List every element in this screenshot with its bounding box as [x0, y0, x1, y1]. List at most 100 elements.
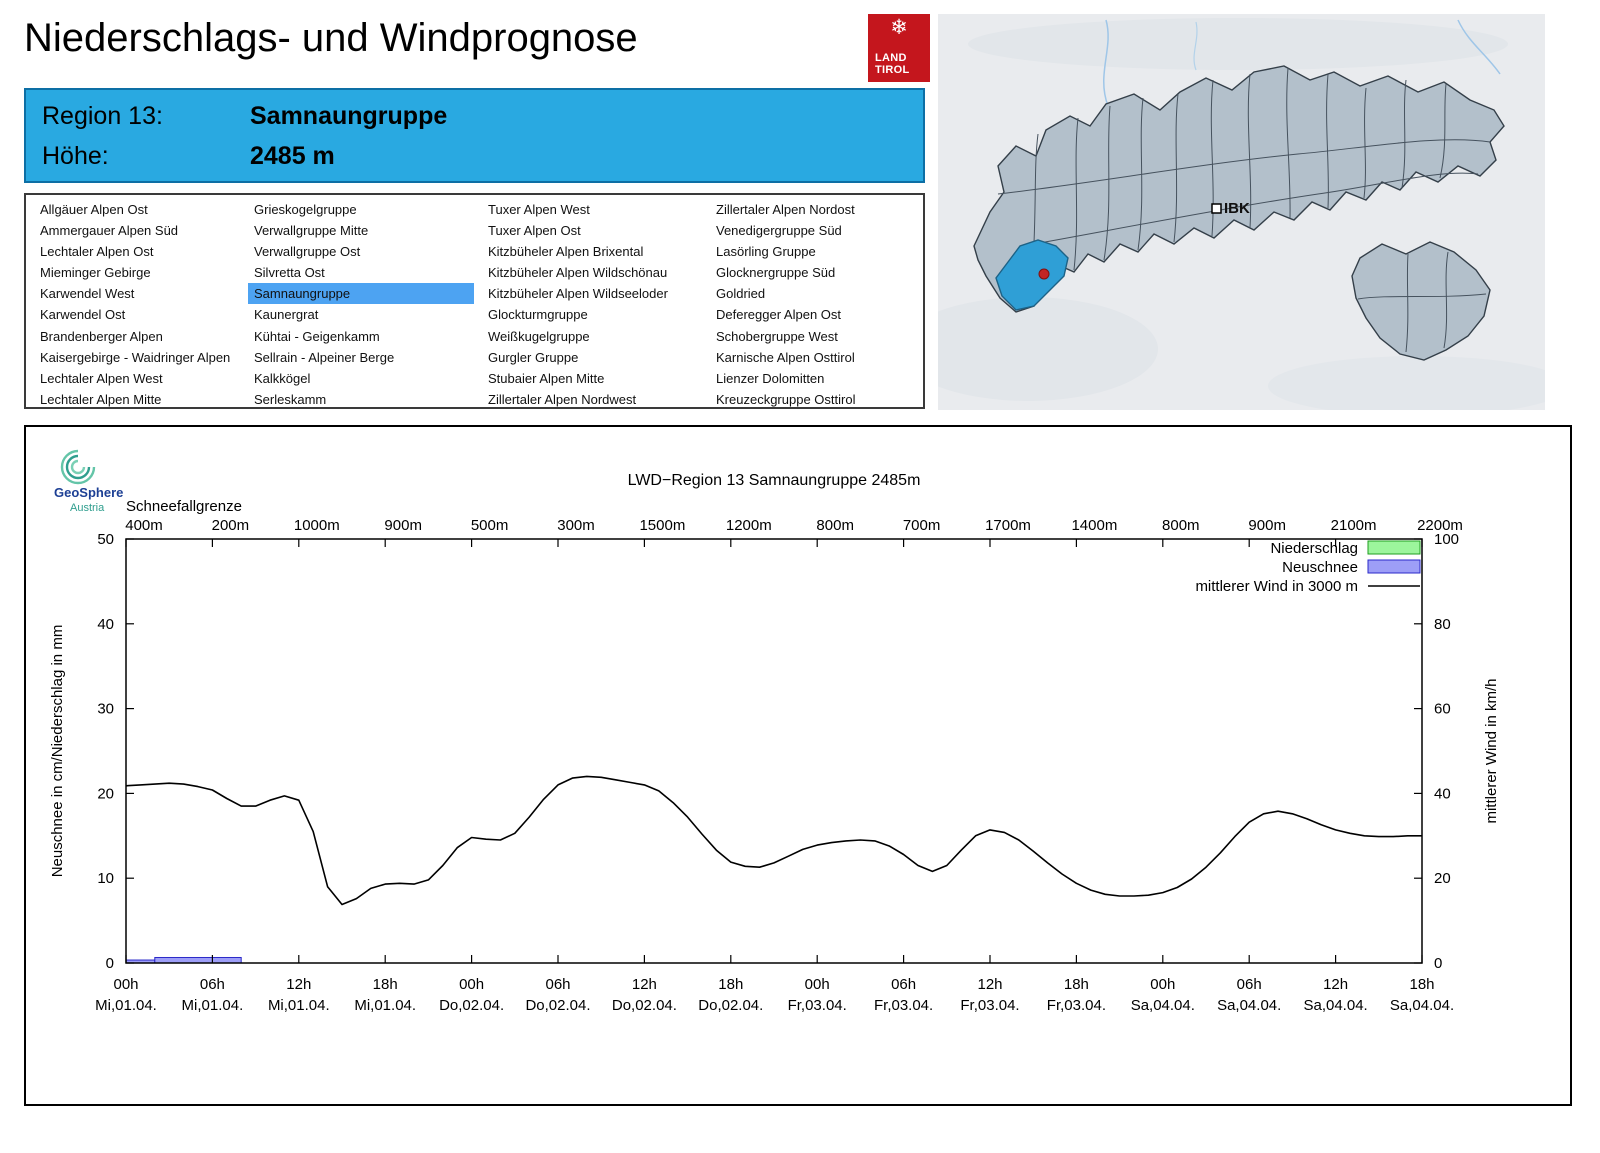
y-right-tick: 20	[1434, 870, 1451, 887]
region-item[interactable]: Stubaier Alpen Mitte	[488, 370, 605, 386]
region-item[interactable]: Karnische Alpen Osttirol	[716, 349, 855, 365]
x-tick-day: Fr,03.04.	[788, 997, 847, 1014]
region-item[interactable]: Deferegger Alpen Ost	[716, 307, 842, 323]
region-item[interactable]: Glocknergruppe Süd	[716, 265, 836, 281]
region-item[interactable]: Zillertaler Alpen Nordwest	[488, 391, 637, 407]
x-tick-day: Sa,04.04.	[1390, 997, 1454, 1014]
map-region-highlight-samnaungruppe[interactable]	[995, 239, 1069, 311]
chart-title: LWD−Region 13 Samnaungruppe 2485m	[628, 472, 921, 489]
region-item[interactable]: Kaunergrat	[254, 307, 319, 323]
x-tick-hour: 12h	[1323, 976, 1348, 993]
land-tirol-logo: ❄ LAND TIROL	[868, 14, 930, 82]
region-item[interactable]: Weißkugelgruppe	[488, 328, 590, 344]
region-item[interactable]: Kalkkögel	[254, 370, 311, 386]
map-region-north-tirol[interactable]	[973, 65, 1505, 313]
x-tick-day: Mi,01.04.	[95, 997, 157, 1014]
x-tick-day: Fr,03.04.	[960, 997, 1019, 1014]
x-tick-hour: 18h	[718, 976, 743, 993]
region-item[interactable]: Ammergauer Alpen Süd	[40, 223, 179, 239]
region-item[interactable]: Verwallgruppe Mitte	[254, 223, 369, 239]
x-tick-hour: 12h	[632, 976, 657, 993]
tirol-region-map[interactable]: IBK	[898, 14, 1568, 416]
x-tick-hour: 06h	[545, 976, 570, 993]
region-info-box: Region 13: Samnaungruppe Höhe: 2485 m	[24, 88, 925, 183]
terrain-shade	[968, 18, 1508, 70]
land-tirol-logo-text: LAND TIROL	[875, 52, 910, 76]
map-region-east-tirol[interactable]	[1351, 241, 1491, 361]
geosphere-country: Austria	[70, 502, 105, 514]
region-item[interactable]: Schobergruppe West	[716, 328, 838, 344]
region-item[interactable]: Serleskamm	[254, 391, 327, 407]
snowline-axis-label: Schneefallgrenze	[126, 498, 242, 515]
legend-label: mittlerer Wind in 3000 m	[1195, 578, 1358, 595]
region-item[interactable]: Glockturmgruppe	[488, 307, 588, 323]
neuschnee_cm-bar	[154, 956, 242, 964]
snowline-value: 300m	[557, 517, 595, 534]
x-tick-day: Mi,01.04.	[268, 997, 330, 1014]
region-item[interactable]: Allgäuer Alpen Ost	[40, 202, 148, 217]
y-right-tick: 0	[1434, 955, 1442, 972]
region-item[interactable]: Lienzer Dolomitten	[716, 370, 825, 386]
region-item[interactable]: Venedigergruppe Süd	[716, 223, 842, 239]
region-item[interactable]: Karwendel West	[40, 286, 135, 302]
region-item[interactable]: Lasörling Gruppe	[716, 244, 816, 260]
snowline-value: 1500m	[639, 517, 685, 534]
x-tick-hour: 12h	[977, 976, 1002, 993]
legend-swatch	[1367, 559, 1421, 574]
page-title: Niederschlags- und Windprognose	[24, 16, 638, 60]
y-left-tick: 0	[106, 955, 114, 972]
terrain-shade	[898, 297, 1158, 401]
precip-bars	[125, 956, 242, 964]
region-item[interactable]: Lechtaler Alpen Mitte	[40, 391, 162, 407]
region-item[interactable]: Lechtaler Alpen Ost	[40, 244, 154, 260]
x-tick-hour: 00h	[805, 976, 830, 993]
map-subregion-borders	[997, 67, 1491, 353]
geosphere-logo: GeoSphere Austria	[54, 449, 123, 514]
region-item[interactable]: Goldried	[716, 286, 766, 302]
region-item[interactable]: Kitzbüheler Alpen Wildschönau	[488, 265, 668, 281]
elevation-value: 2485 m	[250, 142, 335, 170]
snowline-value: 1400m	[1071, 517, 1117, 534]
region-list: Allgäuer Alpen Ost Ammergauer Alpen Süd Le…	[24, 193, 925, 409]
forecast-chart: LWD−Region 13 Samnaungruppe 2485m Schneef…	[49, 472, 1500, 1014]
region-item[interactable]: Kühtai - Geigenkamm	[254, 328, 380, 344]
region-item[interactable]: Kreuzeckgruppe Osttirol	[716, 391, 856, 407]
y-left-tick: 40	[97, 616, 114, 633]
region-item[interactable]: Samnaungruppe	[248, 283, 474, 305]
y-right-tick: 100	[1434, 531, 1459, 548]
region-item[interactable]: Mieminger Gebirge	[40, 265, 151, 281]
snowline-value: 400m	[125, 517, 163, 534]
region-item[interactable]: Sellrain - Alpeiner Berge	[254, 349, 395, 365]
region-item[interactable]: Kitzbüheler Alpen Brixental	[488, 244, 644, 260]
region-item[interactable]: Silvretta Ost	[254, 265, 325, 281]
region-item[interactable]: Grieskogelgruppe	[254, 202, 357, 217]
x-tick-hour: 00h	[459, 976, 484, 993]
region-item[interactable]: Zillertaler Alpen Nordost	[716, 202, 855, 217]
x-tick-hour: 12h	[286, 976, 311, 993]
station-dot	[1038, 268, 1050, 280]
region-list-column-2: Grieskogelgruppe Verwallgruppe Mitte Verwa…	[248, 199, 474, 407]
y-right-axis-label: mittlerer Wind in km/h	[1483, 678, 1500, 823]
region-item[interactable]: Tuxer Alpen West	[488, 202, 590, 217]
elevation-label: Höhe:	[42, 142, 109, 170]
region-item[interactable]: Brandenberger Alpen	[40, 328, 163, 344]
region-item[interactable]: Verwallgruppe Ost	[254, 244, 361, 260]
region-list-column-4: Zillertaler Alpen Nordost Venedigergruppe…	[710, 199, 922, 407]
snowline-value: 900m	[1248, 517, 1286, 534]
region-item[interactable]: Kaisergebirge - Waidringer Alpen	[40, 349, 231, 365]
region-item[interactable]: Karwendel Ost	[40, 307, 126, 323]
snowline-value: 1200m	[726, 517, 772, 534]
region-item[interactable]: Kitzbüheler Alpen Wildseeloder	[488, 286, 668, 302]
x-tick-hour: 00h	[113, 976, 138, 993]
snowline-value: 1700m	[985, 517, 1031, 534]
region-item[interactable]: Gurgler Gruppe	[488, 349, 579, 365]
region-item[interactable]: Lechtaler Alpen West	[40, 370, 163, 386]
snowflake-icon: ❄	[890, 16, 908, 39]
ibk-label: IBK	[1224, 200, 1250, 217]
x-tick-day: Fr,03.04.	[874, 997, 933, 1014]
x-tick-day: Mi,01.04.	[182, 997, 244, 1014]
x-tick-day: Mi,01.04.	[354, 997, 416, 1014]
region-item[interactable]: Tuxer Alpen Ost	[488, 223, 581, 239]
snowline-value: 2200m	[1417, 517, 1463, 534]
logo-line2: TIROL	[875, 63, 910, 76]
